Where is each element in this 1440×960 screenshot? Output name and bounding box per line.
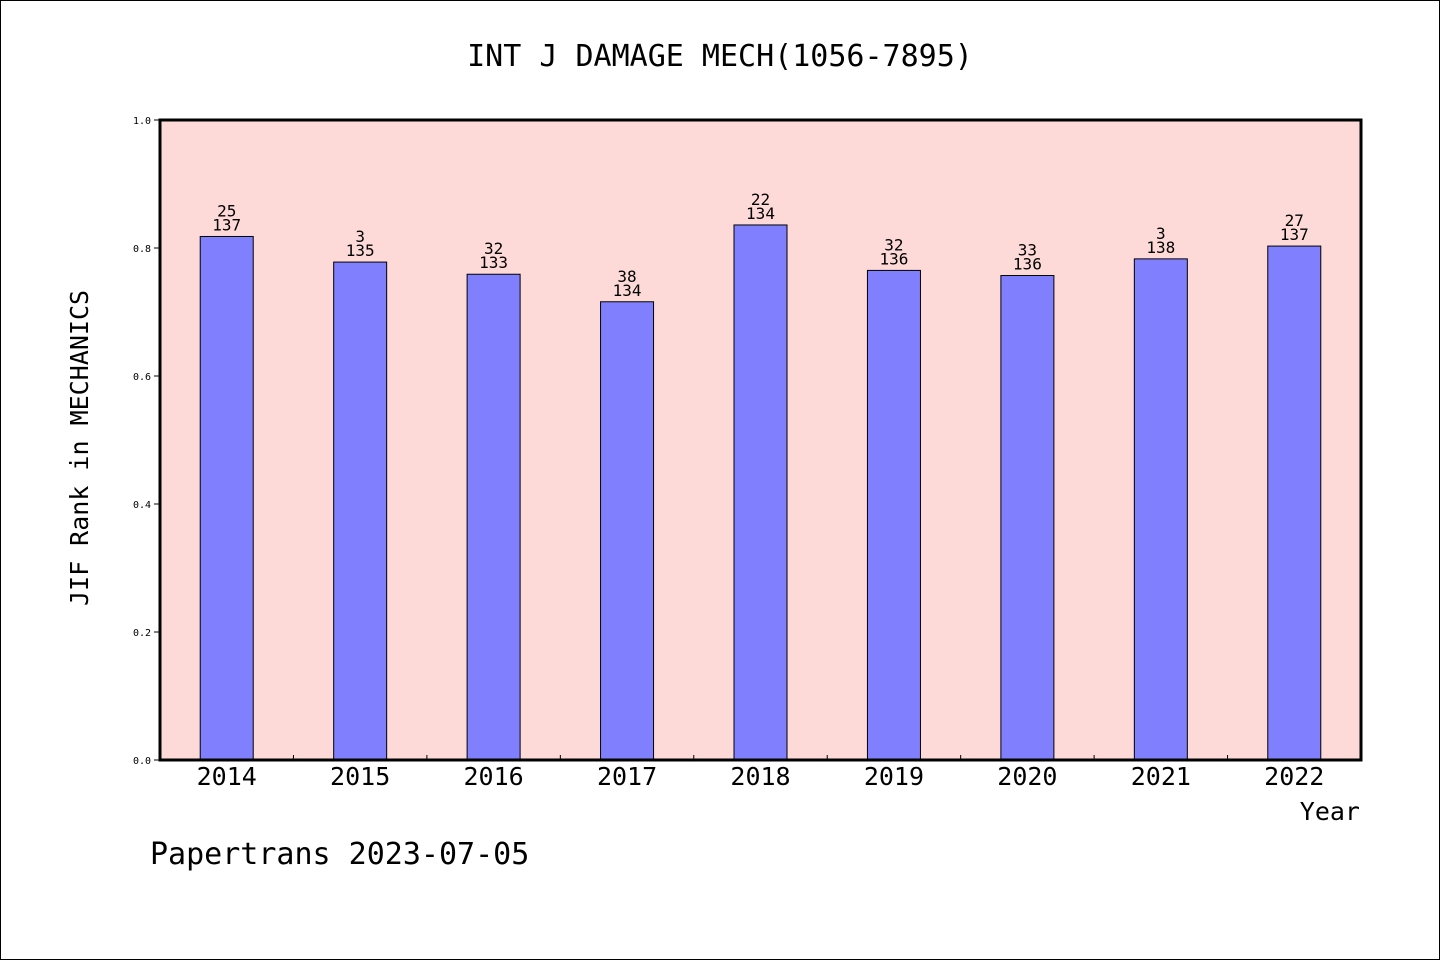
bar-total-label: 136 (879, 249, 908, 268)
bar-2019 (866, 269, 921, 761)
x-tick-label: 2019 (864, 762, 924, 791)
bar-total-label: 136 (1013, 255, 1042, 274)
y-axis-label: JIF Rank in MECHANICS (65, 290, 94, 606)
y-tick-label: 0.0 (133, 756, 151, 767)
x-tick-label: 2021 (1131, 762, 1191, 791)
bar-2015 (333, 261, 388, 761)
plot-border (158, 118, 1363, 762)
y-tick-label: 1.0 (133, 116, 151, 127)
bar-total-label: 138 (1146, 238, 1175, 257)
bar-2018 (733, 224, 788, 761)
bar-total-label: 137 (1280, 225, 1309, 244)
bar-2021 (1133, 258, 1188, 761)
bar-rank-label: 38 (617, 267, 636, 286)
y-tick-label: 0.6 (133, 372, 151, 383)
x-tick-label: 2018 (730, 762, 790, 791)
y-tick-label: 0.4 (133, 500, 151, 511)
y-tick-label: 0.2 (133, 628, 151, 639)
bar-2020 (1000, 275, 1055, 761)
bar-2017 (600, 301, 655, 761)
bar-rank-label: 32 (884, 235, 903, 254)
bar-rank-label: 3 (355, 227, 365, 246)
bar-total-label: 135 (346, 241, 375, 260)
bar-total-label: 134 (746, 204, 775, 223)
bar-rank-label: 32 (484, 239, 503, 258)
bar-2022 (1267, 245, 1322, 761)
footer-text: Papertrans 2023-07-05 (150, 837, 529, 872)
x-tick-label: 2015 (330, 762, 390, 791)
x-tick-label: 2020 (997, 762, 1057, 791)
bar-total-label: 137 (212, 215, 241, 234)
chart-title: INT J DAMAGE MECH(1056-7895) (467, 39, 973, 74)
bar-rank-label: 33 (1018, 241, 1037, 260)
x-tick-label: 2016 (464, 762, 524, 791)
bar-rank-label: 25 (217, 201, 236, 220)
bar-total-label: 133 (479, 253, 508, 272)
x-tick-label: 2014 (197, 762, 257, 791)
x-tick-label: 2017 (597, 762, 657, 791)
bar-2014 (199, 235, 254, 761)
bar-rank-label: 3 (1156, 224, 1166, 243)
x-axis-label: Year (1300, 797, 1360, 826)
x-tick-label: 2022 (1264, 762, 1324, 791)
bar-rank-label: 27 (1285, 211, 1304, 230)
bar-2016 (466, 273, 521, 761)
y-tick-label: 0.8 (133, 244, 151, 255)
bar-rank-label: 22 (751, 190, 770, 209)
bar-total-label: 134 (613, 281, 642, 300)
